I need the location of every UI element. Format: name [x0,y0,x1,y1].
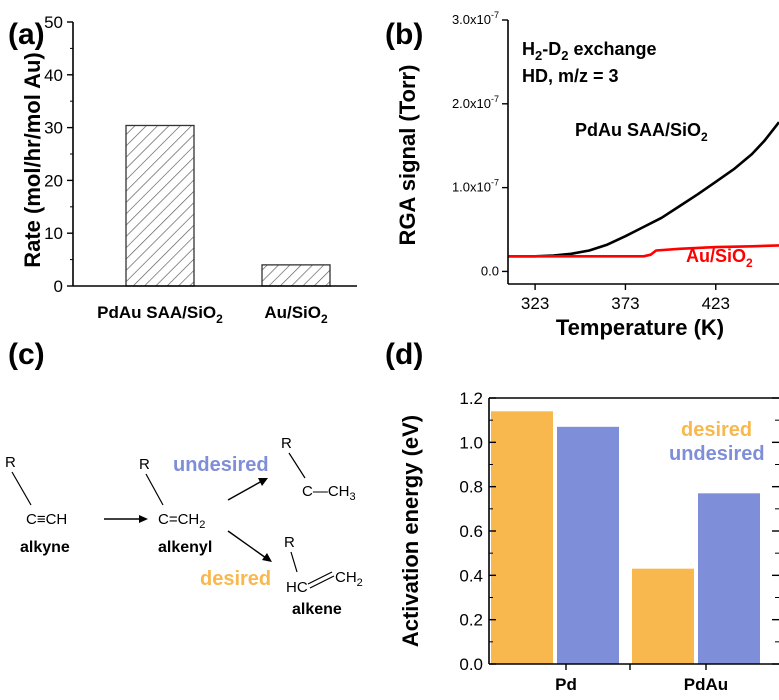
alkenyl-label: alkenyl [158,539,212,556]
panel-b-annotation-line-1: H2-D2 exchange [522,39,657,63]
panel-b-annotation-line-2: HD, m/z = 3 [522,66,619,86]
ethyl-r-group: R [281,435,292,452]
panel-a-y-ticks: 0 10 20 30 40 50 [44,13,73,296]
alkene-bond [290,551,298,573]
panel-d-y-tick-label-4: 0.8 [459,478,483,497]
alkene-label: alkene [292,601,342,618]
arrow-to-desired-head [262,553,272,562]
panel-d-legend-undesired: undesired [669,443,765,465]
panel-a-bars [125,124,331,287]
alkene-r-group: R [284,534,295,551]
panel-d-y-tick-label-3: 0.6 [459,522,483,541]
alkenyl-bond [145,473,164,506]
undesired-path-label: undesired [173,454,269,476]
panel-a-category-label-0: PdAu SAA/SiO2 [97,303,223,326]
panel-b-y-axis-label: RGA signal (Torr) [395,65,420,246]
panel-d-bar-undesired-1 [698,493,760,664]
panel-a-bar-1 [261,264,331,287]
panel-b-x-tick-label-0: 323 [521,294,549,313]
panel-b-series-line-1 [508,244,779,258]
alkyne-label: alkyne [20,539,70,556]
panel-d-ticks: 0.0 0.2 0.4 0.6 0.8 1.0 1.2 [459,389,779,674]
panel-a-y-tick-label-5: 50 [44,13,63,32]
panel-b-series-label-1: Au/SiO2 [686,246,753,270]
panel-d-y-tick-label-0: 0.0 [459,655,483,674]
panel-b-series-line-0 [508,121,779,258]
alkyne-r-group: R [5,454,16,471]
panel-d-y-tick-label-2: 0.4 [459,566,483,585]
panel-d-bar-desired-0 [491,411,553,664]
alkenyl-formula: C=CH2 [158,511,205,531]
panel-d-bars [491,411,760,664]
ethyl-bond [288,452,306,479]
panel-a: (a) 0 10 20 30 40 50 Rate (mol/hr/mol Au) PdA… [8,13,357,326]
alkene-double-bond-1 [307,571,333,585]
arrow-to-undesired-head [258,478,268,486]
panel-b-lines [508,121,779,258]
panel-b-x-tick-label-1: 373 [611,294,639,313]
panel-a-y-tick-label-4: 40 [44,66,63,85]
panel-b-x-axis-label: Temperature (K) [556,315,724,340]
panel-a-y-tick-label-3: 30 [44,119,63,138]
arrow-to-alkenyl-head [139,515,148,523]
panel-d-category-label-1: PdAu [684,675,728,694]
panel-a-y-axis-label: Rate (mol/hr/mol Au) [20,52,45,268]
alkene-double-bond-2 [309,575,335,589]
panel-c-label: (c) [8,338,45,371]
panel-b-y-tick-label-0: 0.0 [481,263,499,278]
panel-d-y-axis-label: Activation energy (eV) [398,415,423,647]
panel-c: (c) R C≡CH alkyne R C=CH2 alkenyl undesi… [5,338,363,618]
panel-d-category-label-0: Pd [555,675,577,694]
panel-a-y-tick-label-0: 0 [54,277,63,296]
panel-b-series-label-0: PdAu SAA/SiO2 [575,120,708,144]
alkyne-bond [11,471,32,506]
panel-d-legend-desired: desired [681,419,752,441]
panel-d-y-tick-label-6: 1.2 [459,389,483,408]
panel-a-label: (a) [8,18,45,51]
panel-a-y-tick-label-2: 20 [44,171,63,190]
panel-a-y-tick-label-1: 10 [44,224,63,243]
ethyl-formula: C—CH3 [302,483,356,503]
panel-b-y-tick-label-3: 3.0x10-7 [452,10,499,27]
desired-path-label: desired [200,568,271,590]
arrow-to-desired [227,530,267,559]
panel-d-bar-desired-1 [632,568,694,664]
panel-b-y-tick-label-2: 2.0x10-7 [452,94,499,111]
panel-d: (d) 0.0 0.2 0.4 0.6 0.8 1.0 1.2 Activation ene… [385,338,779,694]
panel-a-bar-0 [125,124,195,287]
panel-b-y-tick-label-1: 1.0x10-7 [452,178,499,195]
alkene-hc: HC [286,579,308,596]
panel-d-y-tick-label-5: 1.0 [459,433,483,452]
panel-b-label: (b) [385,18,423,51]
alkenyl-r-group: R [139,456,150,473]
panel-d-bar-undesired-0 [557,426,619,664]
panel-b-x-tick-label-2: 423 [702,294,730,313]
panel-d-label: (d) [385,338,423,371]
arrow-to-undesired [227,480,263,501]
panel-b: (b) 323 373 423 0.0 1.0x10-7 2.0x10-7 3.0x10-7… [385,10,779,340]
alkyne-formula: C≡CH [26,511,67,528]
alkene-ch2: CH2 [335,569,363,589]
panel-a-category-label-1: Au/SiO2 [264,303,328,326]
panel-b-ticks: 323 373 423 0.0 1.0x10-7 2.0x10-7 3.0x10-7 [452,10,730,313]
panel-d-y-tick-label-1: 0.2 [459,611,483,630]
